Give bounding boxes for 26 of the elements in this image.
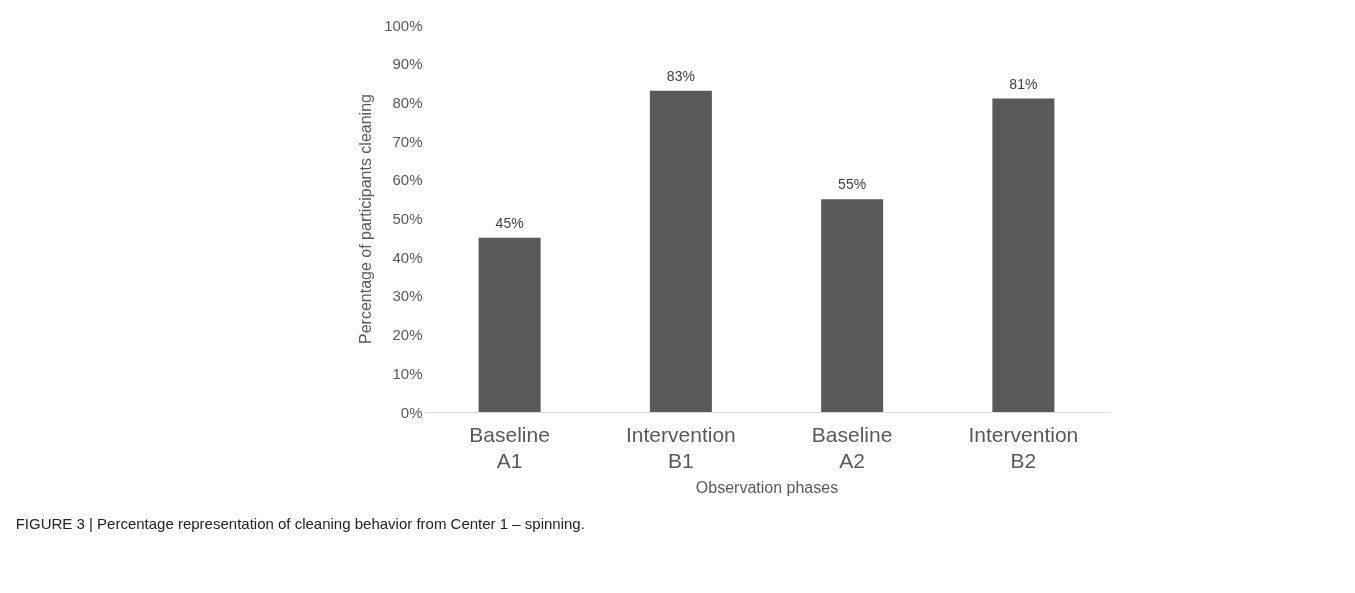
x-axis-title: Observation phases bbox=[695, 478, 839, 496]
y-tick-label: 50% bbox=[392, 210, 423, 227]
bar bbox=[992, 98, 1055, 412]
y-tick-label: 10% bbox=[392, 364, 423, 382]
x-tick-label: Baseline A2 bbox=[811, 422, 893, 472]
data-label: 83% bbox=[666, 67, 695, 84]
x-tick-label: Intervention B1 bbox=[626, 422, 736, 472]
y-tick-label: 20% bbox=[392, 326, 423, 344]
data-label: 81% bbox=[1009, 75, 1038, 92]
bar bbox=[821, 199, 884, 412]
y-tick-label: 90% bbox=[392, 55, 423, 73]
y-tick-label: 60% bbox=[392, 171, 423, 189]
bar bbox=[649, 90, 712, 412]
x-tick-label: Intervention B2 bbox=[968, 422, 1079, 472]
bar bbox=[478, 237, 541, 412]
data-label: 55% bbox=[838, 176, 867, 193]
x-tick-label: Baseline A1 bbox=[469, 422, 550, 472]
y-tick-label: 80% bbox=[392, 93, 423, 111]
y-tick-label: 40% bbox=[392, 248, 423, 266]
y-tick-label: 70% bbox=[392, 132, 423, 150]
y-axis-title: Percentage of participants cleaning bbox=[357, 94, 375, 344]
y-tick-label: 30% bbox=[392, 287, 423, 305]
data-label: 45% bbox=[495, 214, 524, 231]
y-tick-label: 100% bbox=[384, 16, 423, 34]
y-tick-label: 0% bbox=[400, 403, 423, 421]
caption: FIGURE 3 | Percentage representation of cleaning behavior from Center 1 – spinning. bbox=[15, 515, 585, 532]
